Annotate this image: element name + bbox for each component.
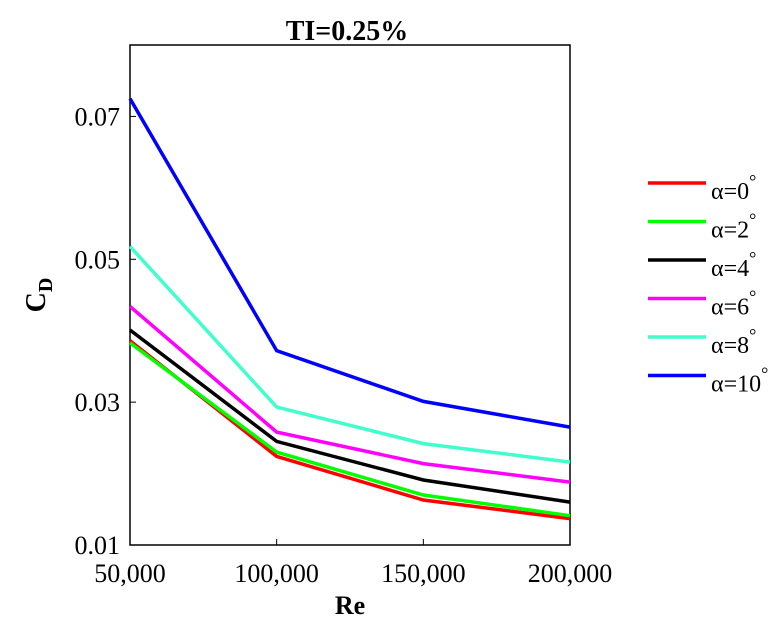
legend-label-0: α=0° xyxy=(711,171,756,205)
y-axis-label-main: C xyxy=(21,292,52,312)
series-lines xyxy=(128,97,571,521)
series-line-2 xyxy=(128,328,571,504)
legend: α=0°α=2°α=4°α=6°α=8°α=10° xyxy=(648,171,768,398)
legend-degree-sign: ° xyxy=(749,287,756,307)
x-tick-label: 200,000 xyxy=(528,559,613,588)
x-tick-label: 100,000 xyxy=(234,559,319,588)
y-tick-label: 0.03 xyxy=(75,388,121,417)
legend-label-text: α=6 xyxy=(711,295,749,321)
x-axis-label: Re xyxy=(335,591,365,620)
x-tick-label: 50,000 xyxy=(94,559,166,588)
legend-label-text: α=0 xyxy=(711,179,749,205)
series-line-3 xyxy=(128,305,571,484)
legend-label-1: α=2° xyxy=(711,210,756,244)
series-line-5 xyxy=(128,97,571,429)
series-line-1 xyxy=(128,341,571,518)
y-tick-label: 0.05 xyxy=(75,245,121,274)
legend-degree-sign: ° xyxy=(749,171,756,191)
y-tick-label: 0.01 xyxy=(75,531,121,560)
x-axis: 50,000 100,000 150,000 200,000 xyxy=(94,539,612,588)
legend-degree-sign: ° xyxy=(749,210,756,230)
legend-label-5: α=10° xyxy=(711,364,768,398)
y-tick-label: 0.07 xyxy=(75,102,121,131)
legend-degree-sign: ° xyxy=(749,248,756,268)
legend-label-text: α=8 xyxy=(711,333,749,359)
legend-label-3: α=6° xyxy=(711,287,756,321)
x-tick-label: 150,000 xyxy=(381,559,466,588)
series-line-4 xyxy=(128,245,571,464)
y-axis-label: CD xyxy=(21,278,57,313)
plot-area xyxy=(129,44,571,546)
legend-degree-sign: ° xyxy=(749,325,756,345)
y-axis-label-subscript: D xyxy=(35,278,57,292)
legend-label-text: α=10 xyxy=(711,372,761,398)
legend-label-4: α=8° xyxy=(711,325,756,359)
y-axis: 0.01 0.03 0.05 0.07 xyxy=(75,102,136,560)
legend-degree-sign: ° xyxy=(761,364,768,384)
legend-label-2: α=4° xyxy=(711,248,756,282)
legend-label-text: α=4 xyxy=(711,256,749,282)
legend-label-text: α=2 xyxy=(711,218,749,244)
chart-title: TI=0.25% xyxy=(286,16,409,47)
